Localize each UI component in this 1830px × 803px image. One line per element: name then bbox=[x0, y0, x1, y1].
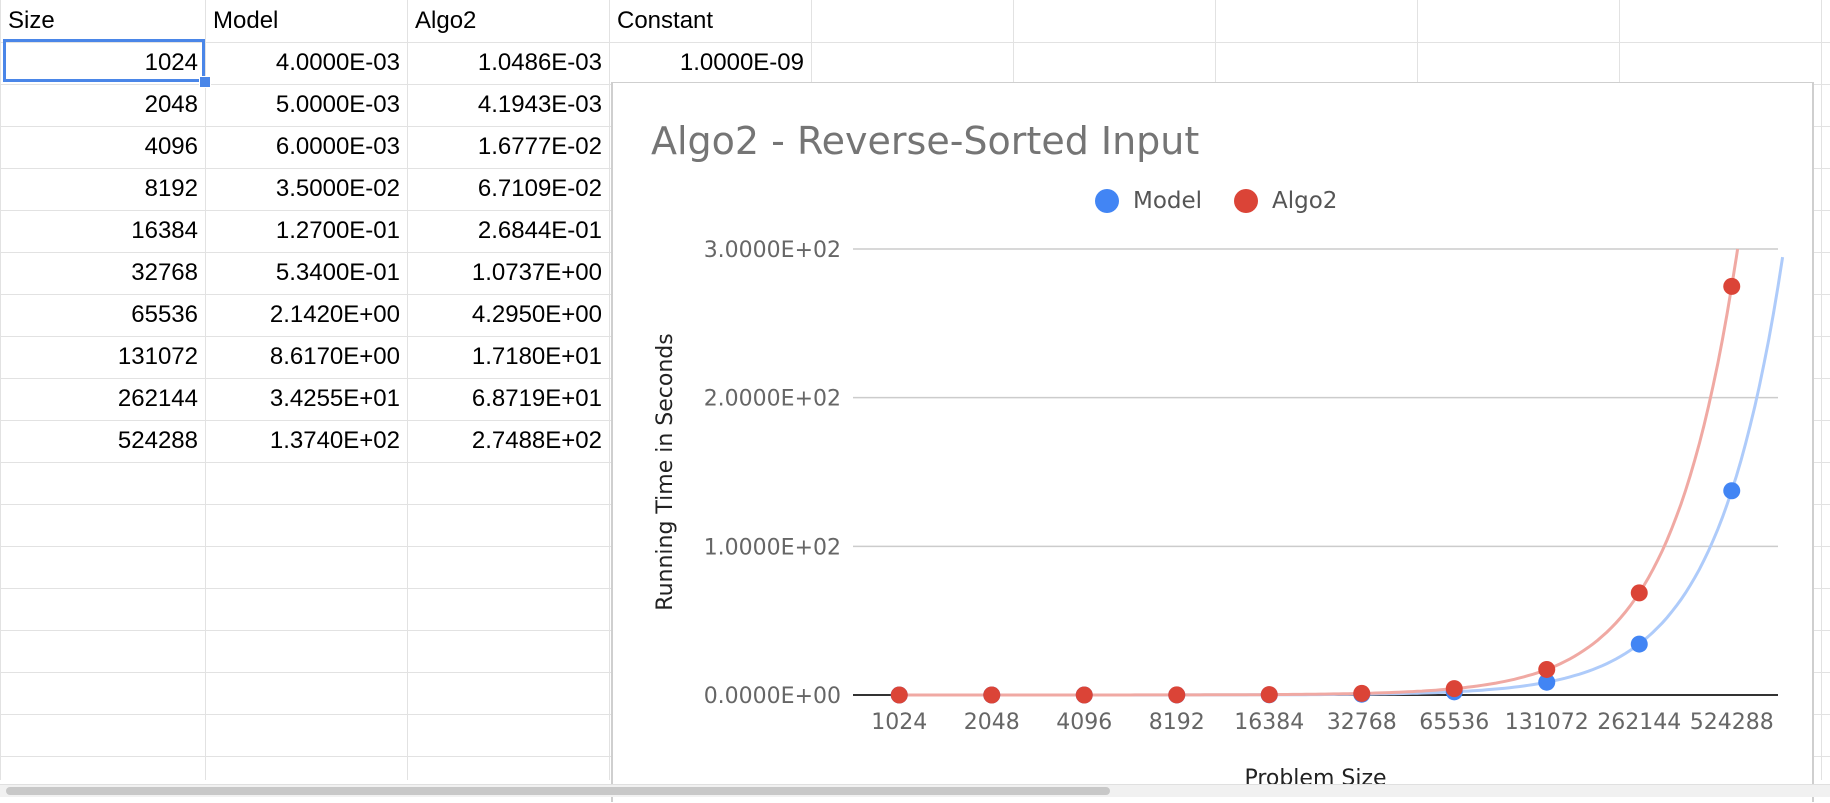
x-tick-label: 262144 bbox=[1597, 710, 1681, 735]
x-tick-label: 32768 bbox=[1327, 710, 1397, 735]
grid-col-line bbox=[407, 0, 408, 780]
x-tick-label: 524288 bbox=[1690, 710, 1774, 735]
table-cell[interactable]: 8.6170E+00 bbox=[269, 343, 400, 370]
y-tick-label: 2.0000E+02 bbox=[704, 387, 841, 412]
data-point-algo2 bbox=[1260, 686, 1278, 704]
scrollbar-thumb[interactable] bbox=[6, 787, 1110, 795]
table-cell[interactable]: 6.8719E+01 bbox=[471, 385, 602, 412]
table-cell[interactable]: 262144 bbox=[117, 385, 198, 412]
data-point-algo2 bbox=[1445, 680, 1463, 698]
data-point-algo2 bbox=[983, 686, 1001, 704]
data-point-model bbox=[1538, 673, 1556, 691]
header-size[interactable]: Size bbox=[8, 7, 55, 34]
table-cell[interactable]: 3.4255E+01 bbox=[269, 385, 400, 412]
legend-item-algo2: Algo2 bbox=[1234, 186, 1337, 216]
chart-canvas: 0.0000E+00 1.0000E+02 2.0000E+02 3.0000E+02… bbox=[653, 238, 1785, 791]
data-point-model bbox=[1630, 635, 1648, 653]
table-cell[interactable]: 1.7180E+01 bbox=[471, 343, 602, 370]
data-point-algo2 bbox=[1723, 277, 1741, 295]
legend-marker-algo2 bbox=[1234, 189, 1258, 213]
table-cell[interactable]: 1024 bbox=[144, 49, 198, 76]
trendline-algo2 bbox=[899, 248, 1740, 697]
table-cell[interactable]: 5.0000E-03 bbox=[275, 91, 400, 118]
data-point-algo2 bbox=[1630, 584, 1648, 602]
legend-label-algo2: Algo2 bbox=[1272, 188, 1338, 214]
fill-handle[interactable] bbox=[199, 76, 211, 88]
grid-col-line bbox=[609, 0, 610, 780]
table-cell[interactable]: 16384 bbox=[131, 217, 198, 244]
table-cell[interactable]: 2048 bbox=[144, 91, 198, 118]
table-cell[interactable]: 2.6844E-01 bbox=[477, 217, 602, 244]
y-tick-label: 3.0000E+02 bbox=[704, 238, 841, 263]
table-cell[interactable]: 524288 bbox=[117, 427, 198, 454]
x-tick-label: 65536 bbox=[1419, 710, 1489, 735]
x-tick-label: 2048 bbox=[964, 710, 1020, 735]
x-tick-label: 1024 bbox=[871, 710, 927, 735]
table-cell[interactable]: 1.0000E-09 bbox=[679, 49, 804, 76]
data-point-algo2 bbox=[1538, 660, 1556, 678]
table-cell[interactable]: 6.0000E-03 bbox=[275, 133, 400, 160]
grid-col-line bbox=[1821, 0, 1822, 780]
legend-label-model: Model bbox=[1133, 188, 1203, 214]
table-cell[interactable]: 6.7109E-02 bbox=[477, 175, 602, 202]
chart-title: Algo2 - Reverse-Sorted Input bbox=[651, 119, 1200, 163]
table-cell[interactable]: 4.2950E+00 bbox=[471, 301, 602, 328]
table-cell[interactable]: 8192 bbox=[144, 175, 198, 202]
header-constant[interactable]: Constant bbox=[617, 7, 714, 34]
table-cell[interactable]: 4.1943E-03 bbox=[477, 91, 602, 118]
horizontal-scrollbar[interactable] bbox=[0, 784, 1830, 797]
table-cell[interactable]: 1.3740E+02 bbox=[269, 427, 400, 454]
embedded-chart[interactable]: 0.0000E+00 1.0000E+02 2.0000E+02 3.0000E+02… bbox=[611, 82, 1814, 802]
table-cell[interactable]: 1.2700E-01 bbox=[275, 217, 400, 244]
active-cell-outline bbox=[3, 39, 205, 82]
data-point-algo2 bbox=[1353, 684, 1371, 702]
chart-legend: Model Algo2 bbox=[613, 186, 1812, 216]
grid-col-line bbox=[0, 0, 1, 780]
grid-row-line bbox=[0, 42, 1830, 43]
table-cell[interactable]: 1.6777E-02 bbox=[477, 133, 602, 160]
table-cell[interactable]: 4.0000E-03 bbox=[275, 49, 400, 76]
table-cell[interactable]: 1.0737E+00 bbox=[471, 259, 602, 286]
table-cell[interactable]: 3.5000E-02 bbox=[275, 175, 400, 202]
table-cell[interactable]: 131072 bbox=[117, 343, 198, 370]
table-cell[interactable]: 2.1420E+00 bbox=[269, 301, 400, 328]
data-point-algo2 bbox=[890, 686, 908, 704]
table-cell[interactable]: 65536 bbox=[131, 301, 198, 328]
table-cell[interactable]: 2.7488E+02 bbox=[471, 427, 602, 454]
table-cell[interactable]: 1.0486E-03 bbox=[477, 49, 602, 76]
x-tick-label: 4096 bbox=[1056, 710, 1112, 735]
x-tick-label: 8192 bbox=[1149, 710, 1205, 735]
table-cell[interactable]: 32768 bbox=[131, 259, 198, 286]
x-tick-label: 131072 bbox=[1505, 710, 1589, 735]
legend-item-model: Model bbox=[1095, 186, 1202, 216]
grid-col-line bbox=[205, 0, 206, 780]
y-tick-label: 0.0000E+00 bbox=[704, 684, 841, 709]
data-point-model bbox=[1723, 482, 1741, 500]
header-algo2[interactable]: Algo2 bbox=[415, 7, 477, 34]
table-cell[interactable]: 4096 bbox=[144, 133, 198, 160]
data-point-algo2 bbox=[1075, 686, 1093, 704]
y-tick-label: 1.0000E+02 bbox=[704, 535, 841, 560]
header-model[interactable]: Model bbox=[213, 7, 279, 34]
y-axis-title: Running Time in Seconds bbox=[653, 333, 678, 610]
data-point-algo2 bbox=[1168, 686, 1186, 704]
x-tick-label: 16384 bbox=[1234, 710, 1304, 735]
table-cell[interactable]: 5.3400E-01 bbox=[275, 259, 400, 286]
trendline-model bbox=[899, 256, 1785, 697]
legend-marker-model bbox=[1095, 189, 1119, 213]
